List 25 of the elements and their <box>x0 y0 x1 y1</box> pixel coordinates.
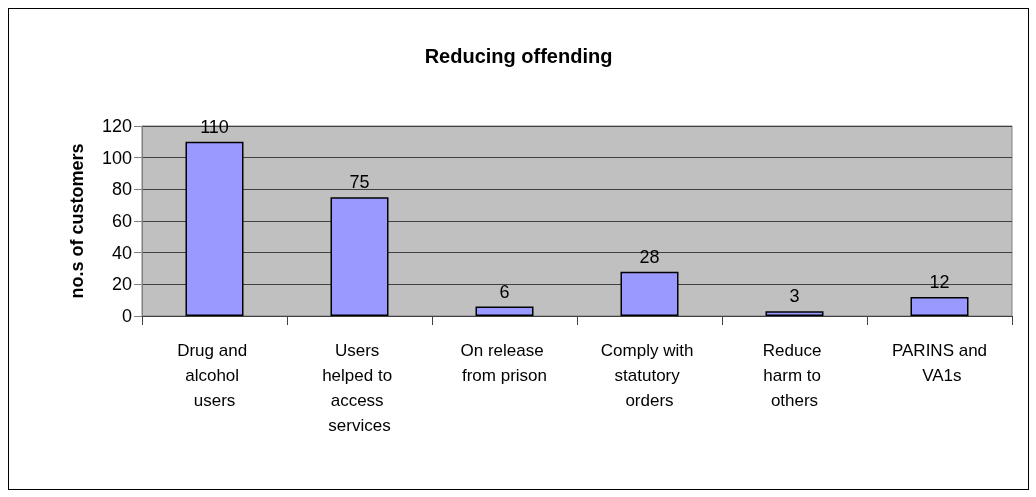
bar <box>475 306 534 316</box>
bar <box>330 197 389 316</box>
y-tick-label: 20 <box>111 274 132 295</box>
data-label: 6 <box>499 281 510 302</box>
x-tick-label: PARINS and VA1s <box>891 341 988 385</box>
bar <box>185 141 244 316</box>
x-tick-label: Drug and alcohol users <box>177 341 252 410</box>
bar <box>620 271 679 316</box>
y-axis-title: no.s of customers <box>67 143 87 299</box>
y-tick-label: 120 <box>101 116 132 136</box>
y-tick-label: 60 <box>111 211 132 231</box>
x-tick-label: Reduce harm to others <box>762 341 827 410</box>
data-label: 3 <box>789 286 800 307</box>
data-label: 75 <box>349 172 370 193</box>
data-label: 28 <box>639 246 660 267</box>
bar <box>910 297 969 316</box>
y-tick-label: 80 <box>111 179 132 200</box>
x-tick-label: On release from prison <box>460 341 549 385</box>
chart-title: Reducing offending <box>424 45 613 67</box>
x-tick-label: Users helped to access services <box>322 341 397 435</box>
x-tick-label: Comply with statutory orders <box>600 341 699 410</box>
y-tick-label: 100 <box>101 147 132 168</box>
bar <box>765 311 824 316</box>
y-tick-label: 0 <box>121 306 132 326</box>
y-tick-label: 40 <box>111 242 132 263</box>
